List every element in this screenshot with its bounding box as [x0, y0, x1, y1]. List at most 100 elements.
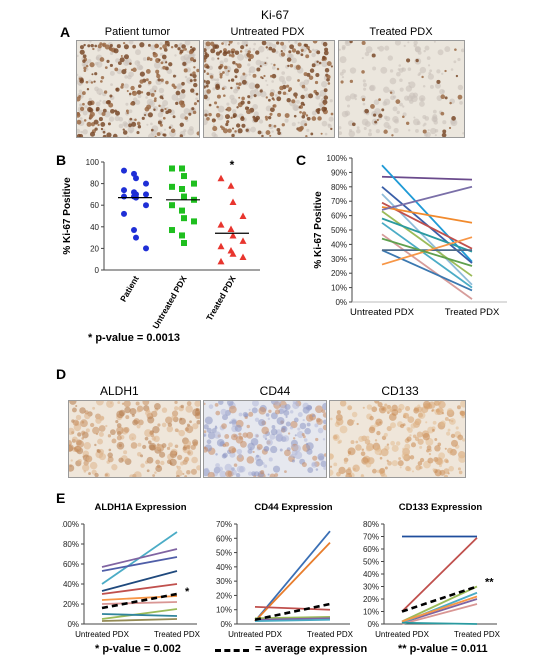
stroma-speck: [174, 54, 177, 57]
ihc-stain-spot: [459, 410, 465, 417]
stained-nucleus: [276, 96, 282, 102]
ihc-stain-spot: [315, 468, 319, 471]
ihc-stain-spot: [347, 447, 356, 456]
ihc-stain-spot: [284, 403, 291, 411]
y-tick-label: 60%: [331, 212, 347, 221]
stained-nucleus: [94, 127, 98, 131]
y-tick-label: 100%: [327, 154, 347, 163]
stained-nucleus: [273, 124, 277, 128]
stained-nucleus: [179, 49, 184, 54]
stroma-speck: [171, 94, 179, 101]
stained-nucleus: [114, 67, 119, 72]
ihc-stain-spot: [461, 438, 465, 442]
stained-nucleus: [179, 122, 184, 127]
stroma-speck: [183, 108, 190, 115]
data-point-treated: [229, 231, 237, 239]
stained-nucleus: [178, 100, 184, 106]
series-line: [254, 617, 331, 621]
ihc-stain-spot: [247, 471, 253, 476]
stained-nucleus: [361, 41, 366, 45]
stroma-speck: [281, 80, 287, 85]
stained-nucleus: [181, 89, 186, 94]
stained-nucleus: [238, 96, 241, 99]
ihc-stain-spot: [116, 426, 124, 435]
ihc-stain-spot: [194, 401, 200, 407]
stained-nucleus: [168, 62, 173, 67]
stroma-speck: [378, 45, 385, 52]
stroma-speck: [349, 67, 357, 74]
stained-nucleus: [312, 41, 318, 44]
stroma-speck: [192, 53, 196, 57]
ihc-stain-spot: [204, 434, 206, 437]
series-line: [381, 236, 473, 266]
stained-nucleus: [204, 48, 207, 53]
stained-nucleus: [216, 105, 219, 109]
stained-nucleus: [293, 92, 298, 97]
stained-nucleus: [205, 41, 211, 47]
ihc-stain-spot: [77, 432, 82, 437]
stained-nucleus: [162, 116, 166, 120]
stained-nucleus: [172, 115, 176, 119]
ihc-stain-spot: [355, 440, 359, 444]
ihc-stain-spot: [192, 441, 198, 447]
y-tick-label: 100%: [62, 520, 79, 529]
average-line: [254, 602, 331, 621]
stained-nucleus: [291, 48, 297, 53]
ihc-stain-spot: [316, 418, 323, 425]
ihc-stain-spot: [252, 450, 255, 453]
stained-nucleus: [89, 114, 94, 119]
stained-nucleus: [259, 89, 263, 93]
ihc-stain-spot: [282, 435, 290, 442]
ihc-stain-spot: [215, 410, 221, 416]
ihc-stain-spot: [147, 440, 152, 445]
series-line: [101, 570, 178, 592]
ihc-stain-spot: [449, 453, 452, 456]
stroma-speck: [291, 57, 297, 64]
stained-nucleus: [175, 101, 179, 105]
stroma-speck: [389, 69, 394, 73]
ihc-stain-spot: [369, 415, 374, 421]
ihc-stain-spot: [457, 467, 461, 471]
stroma-speck: [291, 122, 296, 127]
ihc-stain-spot: [116, 435, 122, 441]
ihc-stain-spot: [276, 416, 285, 425]
stroma-speck: [311, 52, 316, 58]
stained-nucleus: [126, 111, 129, 115]
stained-nucleus: [310, 132, 314, 136]
stained-nucleus: [174, 44, 178, 48]
ihc-stain-spot: [180, 461, 185, 466]
stained-nucleus: [193, 102, 197, 106]
stained-nucleus: [240, 100, 245, 105]
ihc-stain-spot: [180, 404, 184, 409]
data-point-untreated: [191, 180, 197, 187]
stroma-speck: [275, 50, 279, 54]
stroma-speck: [365, 46, 373, 53]
data-point-untreated: [169, 165, 175, 172]
chart-e-cd133: 0% 10% 20% 30% 40% 50% 60% 70% 80% Untreated PDX T…: [363, 502, 501, 639]
x-category-label: Treated PDX: [445, 307, 500, 318]
stroma-speck: [180, 55, 186, 62]
ihc-stain-spot: [79, 419, 88, 428]
e-pvalue-note-2: ** p-value = 0.011: [398, 643, 488, 655]
stroma-speck: [118, 123, 124, 129]
stained-nucleus: [324, 47, 329, 52]
data-point-untreated: [179, 165, 185, 172]
stained-nucleus: [87, 106, 93, 113]
series-line: [381, 249, 473, 292]
ihc-stain-spot: [215, 453, 218, 456]
stained-nucleus: [139, 42, 145, 48]
stained-nucleus: [140, 91, 144, 94]
stained-nucleus: [210, 48, 216, 54]
stroma-speck: [176, 83, 183, 90]
chart-title: ALDH1A Expression: [94, 502, 186, 513]
stained-nucleus: [405, 121, 410, 126]
ihc-stain-spot: [365, 435, 370, 440]
chart-title: CD133 Expression: [399, 502, 483, 513]
y-tick-label: 70%: [363, 533, 379, 542]
stained-nucleus: [269, 112, 273, 116]
stained-nucleus: [82, 54, 87, 59]
stained-nucleus: [247, 50, 251, 54]
stained-nucleus: [132, 44, 137, 49]
stroma-speck: [380, 66, 388, 74]
y-tick-label: 40%: [331, 240, 347, 249]
